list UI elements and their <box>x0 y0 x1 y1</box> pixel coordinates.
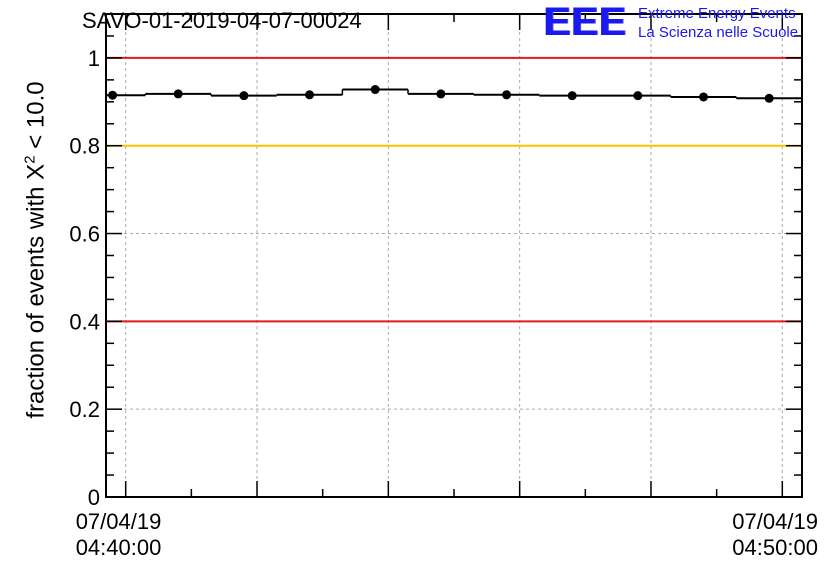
y-tick-label: 0.2 <box>69 397 100 422</box>
series-steps <box>106 88 802 100</box>
x-tick-label-end: 07/04/19 04:50:00 <box>732 509 818 561</box>
y-tick-labels: 0 0.2 0.4 0.6 0.8 1 <box>69 46 100 510</box>
y-axis-label-prefix: fraction of events with X <box>22 163 50 419</box>
data-point <box>436 89 446 99</box>
data-point <box>108 90 118 100</box>
data-point <box>173 89 183 99</box>
x-tick-label-start: 07/04/19 04:40:00 <box>76 509 162 561</box>
grid-lines <box>106 14 802 498</box>
data-point <box>567 91 577 101</box>
logo-mark: EEE <box>543 0 627 44</box>
x-tick-date: 07/04/19 <box>75 509 162 534</box>
data-point <box>370 85 380 95</box>
y-tick-label: 0.8 <box>69 134 100 159</box>
y-axis-label-sup: 2 <box>21 155 39 164</box>
y-tick-label: 1 <box>88 46 100 71</box>
axis-ticks <box>106 14 802 498</box>
x-tick-time: 04:50:00 <box>732 535 818 560</box>
data-point <box>764 93 774 103</box>
logo-line-1: Extreme Energy Events <box>638 5 796 22</box>
data-point <box>633 91 643 101</box>
y-tick-label: 0.6 <box>69 222 100 247</box>
y-tick-label: 0 <box>88 485 100 510</box>
x-tick-date: 07/04/19 <box>732 509 818 534</box>
data-point <box>699 92 709 102</box>
data-point <box>239 91 249 101</box>
y-axis-label: fraction of events with X2 < 10.0 <box>22 81 51 418</box>
logo-line-2: La Scienza nelle Scuole <box>638 24 799 41</box>
data-point <box>305 90 315 100</box>
plot-frame <box>105 13 803 498</box>
y-tick-label: 0.4 <box>69 309 100 334</box>
chart-title: SAVO-01-2019-04-07-00024 <box>82 8 362 33</box>
reference-lines <box>106 56 802 323</box>
y-axis-label-suffix: < 10.0 <box>22 81 50 156</box>
data-point <box>502 90 512 100</box>
x-tick-time: 04:40:00 <box>75 535 162 560</box>
series-points <box>108 85 774 103</box>
